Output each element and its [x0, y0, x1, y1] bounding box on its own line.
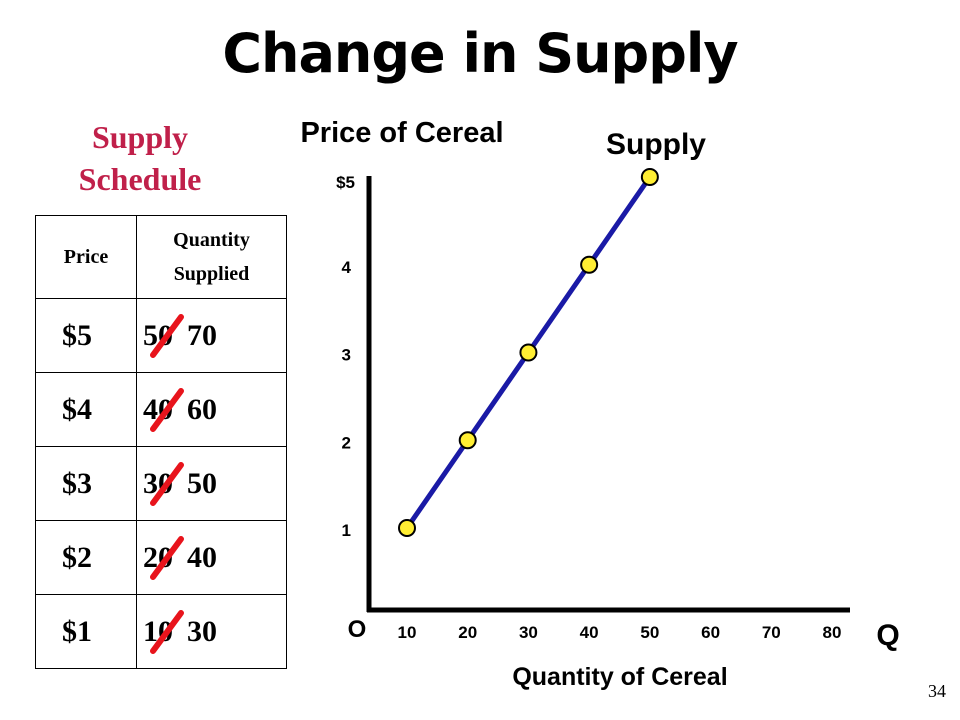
old-quantity: 20 — [143, 535, 184, 580]
strike-mark-icon — [150, 387, 184, 432]
table-row: $4 40 60 — [35, 372, 287, 447]
supply-point — [458, 431, 477, 450]
x-axis-title: Quantity of Cereal — [512, 663, 727, 691]
header-price: Price — [35, 215, 137, 299]
table-row: $2 20 40 — [35, 520, 287, 595]
schedule-title: Supply Schedule — [40, 116, 240, 200]
supply-point — [398, 519, 416, 537]
page-number: 34 — [928, 681, 946, 701]
slide-title: Change in Supply — [222, 22, 738, 85]
origin-label: O — [348, 616, 367, 643]
x-tick-label: 60 — [701, 623, 720, 642]
new-quantity: 40 — [187, 540, 217, 574]
table-row: $5 50 70 — [35, 298, 287, 373]
strike-mark-icon — [150, 609, 184, 654]
supply-point — [519, 343, 538, 362]
x-tick-label: 30 — [519, 623, 538, 642]
old-quantity: 30 — [143, 461, 184, 506]
x-tick-label: 40 — [580, 623, 599, 642]
price-cell: $2 — [35, 520, 137, 595]
header-quantity-line2: Supplied — [173, 263, 250, 285]
header-quantity: Quantity Supplied — [136, 215, 287, 299]
old-quantity: 40 — [143, 387, 184, 432]
new-quantity: 60 — [187, 392, 217, 426]
schedule-title-line2: Schedule — [78, 161, 202, 197]
quantity-cell: 10 30 — [136, 594, 287, 669]
table-header-row: Price Quantity Supplied — [35, 215, 287, 299]
table-row: $1 10 30 — [35, 594, 287, 669]
y-tick-label: 1 — [342, 521, 351, 540]
y-axis-title: Price of Cereal — [300, 117, 503, 149]
supply-point — [640, 168, 659, 186]
new-quantity: 50 — [187, 466, 217, 500]
old-quantity: 10 — [143, 609, 184, 654]
quantity-cell: 40 60 — [136, 372, 287, 447]
y-tick-label: 4 — [342, 258, 352, 277]
strike-mark-icon — [150, 461, 184, 506]
y-tick-label: 2 — [342, 433, 351, 452]
price-cell: $3 — [35, 446, 137, 521]
new-quantity: 30 — [187, 614, 217, 648]
series-label: Supply — [606, 128, 706, 161]
price-cell: $5 — [35, 298, 137, 373]
table-row: $3 30 50 — [35, 446, 287, 521]
price-cell: $4 — [35, 372, 137, 447]
strike-mark-icon — [150, 535, 184, 580]
quantity-cell: 50 70 — [136, 298, 287, 373]
y-tick-label: 3 — [342, 346, 351, 365]
schedule-title-line1: Supply — [91, 119, 189, 155]
x-tick-label: 20 — [458, 623, 477, 642]
price-cell: $1 — [35, 594, 137, 669]
old-quantity: 50 — [143, 313, 184, 358]
new-quantity: 70 — [187, 318, 217, 352]
x-tick-label: 70 — [762, 623, 781, 642]
x-tick-label: 10 — [398, 623, 417, 642]
supply-point — [580, 255, 599, 274]
x-tick-label: 80 — [823, 623, 842, 642]
y-tick-label: $5 — [336, 173, 355, 192]
header-quantity-line1: Quantity — [173, 229, 250, 251]
supply-schedule-table: Price Quantity Supplied $5 50 70 $4 40 60 … — [35, 215, 287, 669]
quantity-cell: 20 40 — [136, 520, 287, 595]
x-axis-letter: Q — [876, 619, 899, 652]
x-tick-label: 50 — [640, 623, 659, 642]
strike-mark-icon — [150, 313, 184, 358]
